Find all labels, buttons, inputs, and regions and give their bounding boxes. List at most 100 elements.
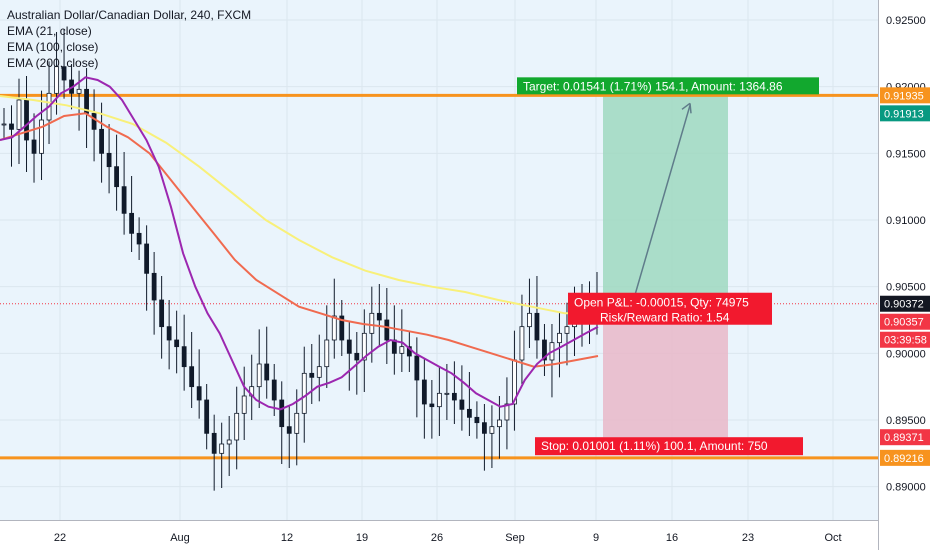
candle-body — [174, 339, 180, 348]
candle-body — [294, 412, 300, 434]
candle-body — [316, 366, 322, 378]
candle-body — [279, 399, 285, 428]
candle-body — [489, 426, 495, 434]
x-tick-label: 22 — [54, 532, 66, 544]
open-pnl-label: Open P&L: -0.00015, Qty: 74975 — [574, 296, 749, 310]
candle-body — [459, 399, 465, 410]
x-tick-label: 23 — [742, 532, 754, 544]
projection-arrow-head — [681, 102, 692, 114]
time-axis-background — [0, 520, 878, 550]
ema-21-line — [0, 76, 599, 411]
chart-title: Australian Dollar/Canadian Dollar, 240, … — [7, 8, 252, 22]
position-info-box — [568, 292, 772, 325]
candle-body — [204, 399, 210, 434]
price-tag-label: 0.90372 — [884, 299, 924, 311]
candle-body — [474, 416, 480, 424]
price-tag-box — [880, 331, 930, 348]
candle-body — [466, 408, 472, 418]
price-tag-box — [880, 429, 930, 446]
candle-body — [324, 339, 330, 368]
candle-body — [542, 339, 547, 361]
ema-200-line — [0, 95, 598, 315]
candle-body — [376, 312, 382, 321]
stop-label-box — [535, 437, 803, 456]
candle-body — [264, 363, 270, 381]
candle-body — [144, 243, 150, 274]
indicator-ema-200: EMA (200, close) — [7, 56, 99, 70]
candle-body — [24, 99, 29, 141]
y-tick-label: 0.92500 — [886, 15, 926, 27]
candle-body — [114, 166, 119, 188]
candle-body — [54, 66, 59, 94]
candle-body — [414, 355, 420, 381]
y-tick-label: 0.89500 — [886, 415, 926, 427]
y-tick-label: 0.90000 — [886, 348, 926, 360]
candle-body — [61, 66, 67, 81]
candle-body — [527, 312, 532, 328]
candle-body — [286, 426, 292, 434]
stop-zone — [603, 303, 728, 438]
target-label-box — [517, 77, 819, 95]
candle-body — [181, 346, 187, 368]
price-tag-box — [880, 105, 930, 122]
indicator-ema-21: EMA (21, close) — [7, 24, 92, 38]
candle-body — [226, 439, 232, 445]
candle-body — [91, 112, 97, 130]
candle-body — [384, 319, 390, 341]
candle-body — [399, 346, 405, 354]
legend: Australian Dollar/Canadian Dollar, 240, … — [7, 7, 251, 71]
candle-body — [564, 326, 570, 334]
price-tag-label: 0.89371 — [884, 432, 924, 444]
candle-body — [482, 422, 487, 434]
candle-body — [166, 326, 172, 341]
candle-body — [534, 312, 540, 341]
candle-body — [76, 88, 82, 94]
projection-arrow-line — [632, 105, 691, 302]
candle-body — [9, 123, 14, 130]
candle-body — [444, 392, 450, 395]
risk-reward-label: Risk/Reward Ratio: 1.54 — [600, 311, 730, 325]
candle-body — [241, 395, 247, 414]
price-tag-label: 0.89216 — [884, 453, 924, 465]
candle-body — [256, 363, 262, 388]
y-tick-label: 0.91500 — [886, 148, 926, 160]
candle-body — [196, 386, 202, 401]
candle-body — [346, 339, 352, 354]
candle-body — [429, 403, 435, 408]
indicator-ema-100: EMA (100, close) — [7, 40, 99, 54]
price-tag-box — [880, 295, 930, 312]
candle-body — [99, 128, 104, 154]
x-tick-label: 12 — [281, 532, 293, 544]
x-tick-label: Sep — [505, 532, 525, 544]
candle-body — [421, 379, 427, 405]
candle-body — [106, 152, 112, 168]
candle-body — [1, 123, 7, 126]
candle-body — [129, 212, 135, 234]
candle-body — [436, 392, 442, 408]
candle-body — [557, 332, 562, 344]
x-tick-label: Aug — [170, 532, 190, 544]
ema-100-line — [0, 112, 599, 368]
price-tag-box — [880, 449, 930, 466]
candle-body — [354, 352, 360, 361]
y-tick-label: 0.90500 — [886, 282, 926, 294]
candle-body — [339, 315, 345, 341]
y-tick-label: 0.89000 — [886, 482, 926, 494]
candle-body — [309, 372, 315, 378]
candle-body — [151, 272, 157, 301]
x-tick-label: 26 — [431, 532, 443, 544]
candle-body — [31, 139, 37, 154]
x-tick-label: 9 — [593, 532, 599, 544]
price-tag-label: 0.91935 — [884, 90, 924, 102]
candle-body — [211, 432, 217, 454]
price-tag-label: 03:39:58 — [884, 335, 927, 347]
price-tag-label: 0.90357 — [884, 317, 924, 329]
price-tag-box — [880, 313, 930, 330]
stop-label: Stop: 0.01001 (1.11%) 100.1, Amount: 750 — [541, 439, 768, 453]
candle-body — [159, 299, 165, 328]
candle-body — [16, 99, 22, 130]
candle-body — [369, 312, 375, 334]
candle-body — [519, 326, 525, 361]
